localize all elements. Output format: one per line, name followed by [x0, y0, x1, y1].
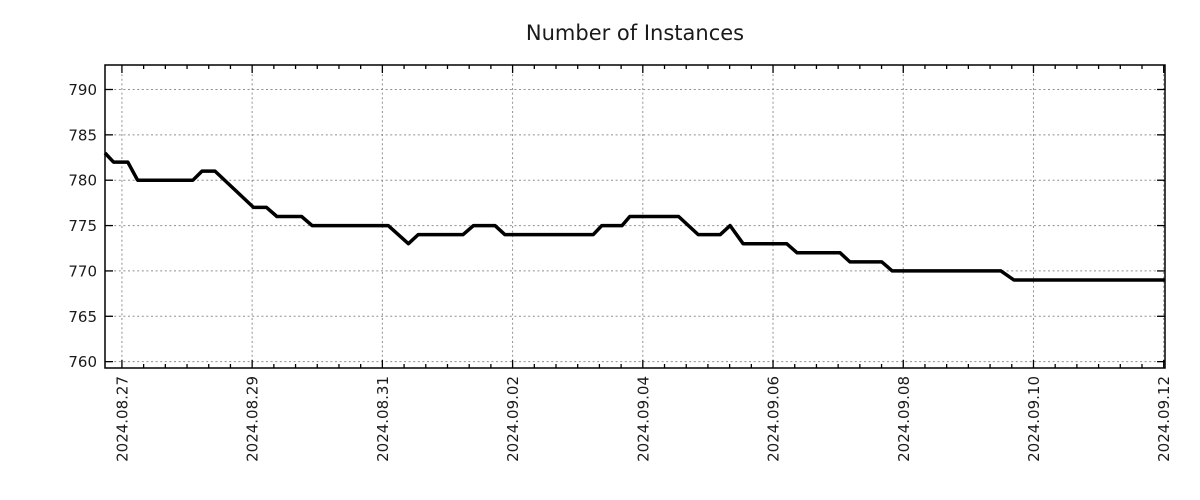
plot-border [104, 64, 1166, 369]
x-tick-label: 2024.09.12 [1155, 376, 1173, 462]
grid-layer [105, 65, 1165, 368]
y-tick-label: 780 [68, 172, 97, 190]
y-tick-label: 790 [68, 81, 97, 99]
y-tick-label: 785 [68, 126, 97, 144]
y-tick-label: 765 [68, 308, 97, 326]
x-tick-label: 2024.09.08 [895, 376, 913, 462]
y-tick-label: 770 [68, 262, 97, 280]
x-tick-label: 2024.08.29 [244, 376, 262, 462]
y-tick-label: 775 [68, 217, 97, 235]
tick-layer [104, 64, 1166, 369]
x-tick-label: 2024.08.27 [113, 376, 131, 462]
data-line-instances [103, 151, 1165, 282]
x-tick-label: 2024.09.04 [634, 376, 652, 462]
y-tick-label: 760 [68, 353, 97, 371]
x-tick-label: 2024.08.31 [374, 376, 392, 462]
x-tick-label: 2024.09.06 [765, 376, 783, 462]
series-layer [103, 151, 1165, 282]
x-tick-label: 2024.09.10 [1025, 376, 1043, 462]
x-tick-label: 2024.09.02 [504, 376, 522, 462]
axis-label-layer: 760 765 770 775 780 785 790 2024.08.27 2024.08.2… [68, 81, 1173, 462]
chart-title: Number of Instances [526, 21, 744, 45]
